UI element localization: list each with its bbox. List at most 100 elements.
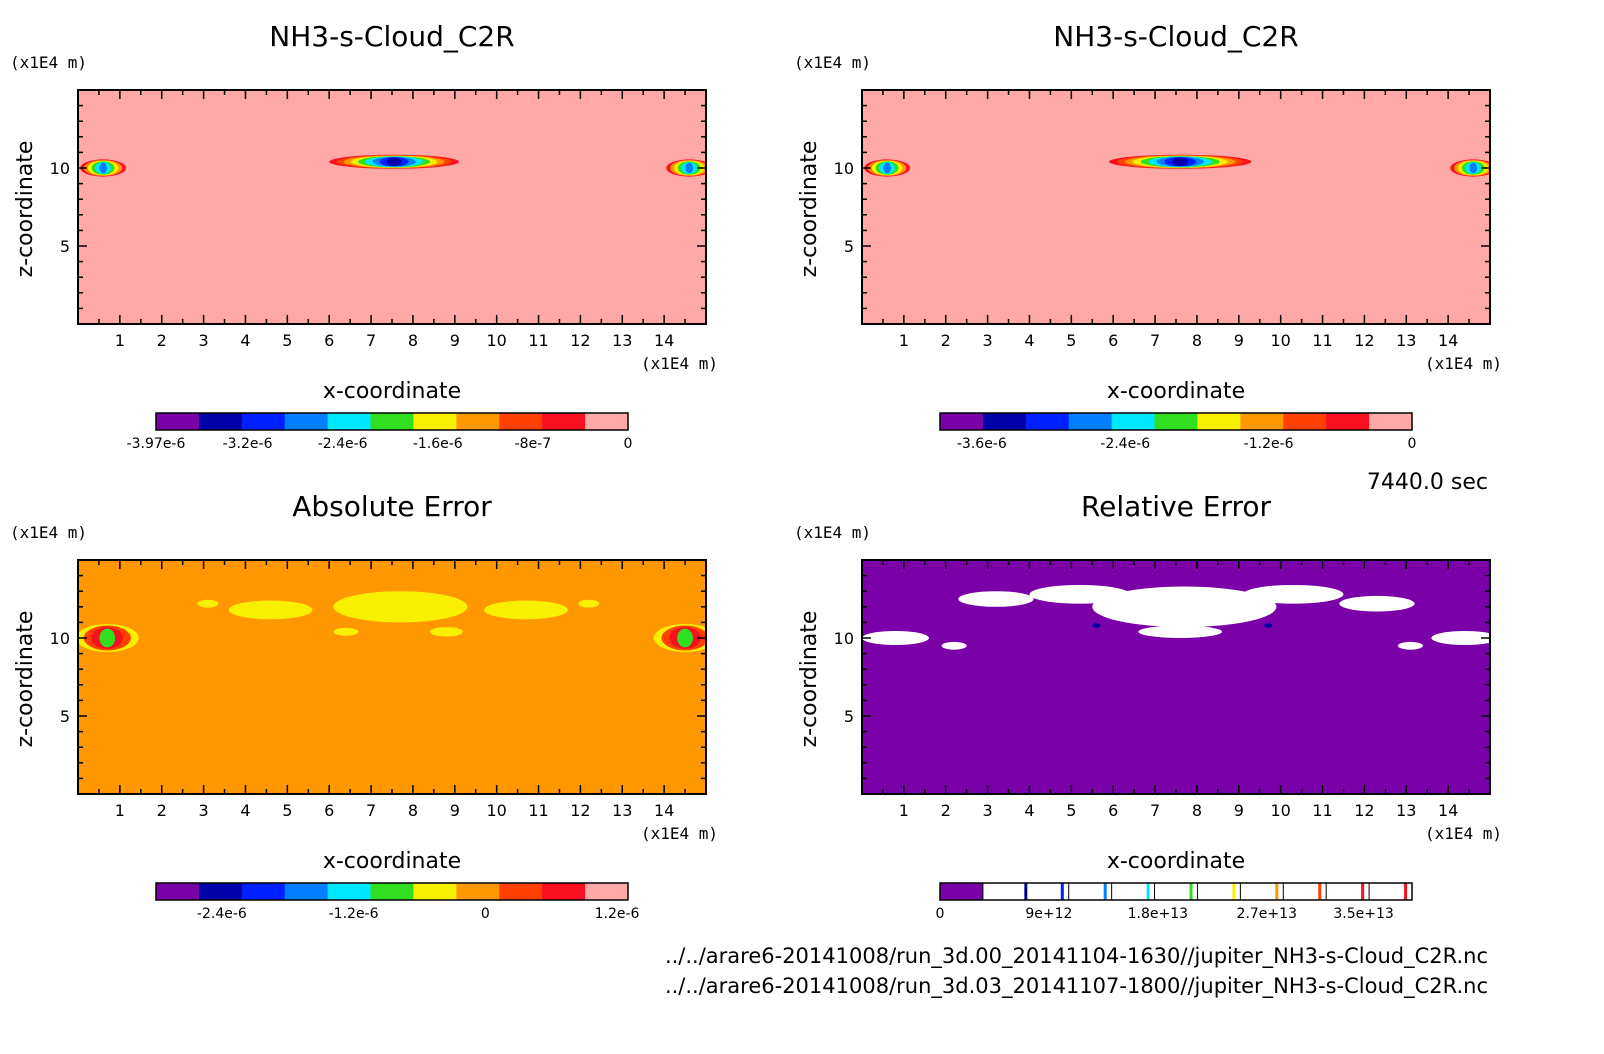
x-axis-label: x-coordinate xyxy=(1107,379,1245,404)
contour-patch-9 xyxy=(1397,641,1424,650)
colorbar-label: -3.2e-6 xyxy=(223,436,273,452)
colorbar-segment xyxy=(284,883,329,900)
x-unit-label: (x1E4 m) xyxy=(641,824,718,843)
chart-panel-2: NH3-s-Cloud_C2R(x1E4 m)1 2 3 4 5 6 7 8 9 10 11 12 13… xyxy=(794,20,1502,452)
x-tick-label: 13 xyxy=(1396,331,1416,350)
y-tick-label: 5 xyxy=(60,237,70,256)
x-tick-label: 8 xyxy=(408,801,418,820)
x-tick-label: 11 xyxy=(1312,801,1332,820)
x-tick-label: 5 xyxy=(282,331,292,350)
colorbar-frame xyxy=(939,882,1413,901)
colorbar-segment xyxy=(1154,883,1198,900)
colorbar-segment xyxy=(370,413,414,430)
colorbar-segment xyxy=(284,413,329,430)
colorbar-segment xyxy=(1369,883,1413,900)
contour-band-1-9 xyxy=(386,157,402,166)
x-tick-label: 10 xyxy=(1270,801,1290,820)
colorbar-segment xyxy=(327,883,372,900)
colorbar-label: -8e-7 xyxy=(515,436,552,452)
x-axis-label: x-coordinate xyxy=(323,849,461,874)
colorbar: 0 9e+12 1.8e+13 2.7e+13 3.5e+13 xyxy=(936,882,1413,922)
colorbar-segment xyxy=(1068,413,1113,430)
x-axis-label: x-coordinate xyxy=(323,379,461,404)
x-tick-label: 14 xyxy=(654,801,674,820)
y-axis-label: z-coordinate xyxy=(797,611,822,748)
colorbar-label: -1.2e-6 xyxy=(329,906,379,922)
contour-patch-2 xyxy=(228,600,313,620)
contour-patch-6 xyxy=(1339,595,1415,612)
x-tick-label: 11 xyxy=(528,331,548,350)
colorbar-segment xyxy=(1283,413,1327,430)
colorbar-frame xyxy=(155,412,629,431)
y-tick-label: 10 xyxy=(50,629,70,648)
chart-title: NH3-s-Cloud_C2R xyxy=(1053,20,1298,53)
colorbar-segment xyxy=(456,883,500,900)
x-tick-label: 8 xyxy=(1192,801,1202,820)
x-tick-label: 12 xyxy=(570,801,590,820)
x-tick-label: 8 xyxy=(1192,331,1202,350)
file-path-1: ../../arare6-20141008/run_3d.00_20141104… xyxy=(665,944,1488,969)
colorbar-segment xyxy=(499,413,543,430)
colorbar-label: -2.4e-6 xyxy=(1100,436,1150,452)
colorbar-label: -3.6e-6 xyxy=(957,436,1007,452)
colorbar-segment xyxy=(241,883,286,900)
colorbar-segment xyxy=(542,883,586,900)
chart-title: Absolute Error xyxy=(292,490,492,523)
x-unit-label: (x1E4 m) xyxy=(1425,824,1502,843)
x-tick-label: 7 xyxy=(1150,331,1160,350)
colorbar-segment xyxy=(456,413,500,430)
x-tick-label: 11 xyxy=(528,801,548,820)
y-unit-label: (x1E4 m) xyxy=(10,53,87,72)
contour-band-3-6 xyxy=(685,162,694,174)
colorbar-label: 0 xyxy=(624,436,633,452)
x-tick-label: 7 xyxy=(366,801,376,820)
y-unit-label: (x1E4 m) xyxy=(794,523,871,542)
colorbar-label: 0 xyxy=(1408,436,1417,452)
field-features xyxy=(862,584,1490,650)
x-tick-label: 3 xyxy=(983,331,993,350)
chart-panel-1: NH3-s-Cloud_C2R(x1E4 m)1 2 3 4 5 6 7 8 9 10 11 12 13… xyxy=(10,20,718,452)
colorbar-segment xyxy=(198,413,243,430)
colorbar-label: 2.7e+13 xyxy=(1237,906,1297,922)
x-tick-label: 4 xyxy=(1024,801,1034,820)
colorbar-segment xyxy=(982,413,1027,430)
x-tick-label: 10 xyxy=(486,801,506,820)
contour-patch-7 xyxy=(333,627,359,636)
colorbar-segment xyxy=(499,883,543,900)
x-tick-label: 9 xyxy=(450,801,460,820)
y-tick-label: 10 xyxy=(834,159,854,178)
x-tick-label: 7 xyxy=(366,331,376,350)
contour-band-1-9 xyxy=(1172,157,1189,166)
x-tick-label: 2 xyxy=(941,331,951,350)
x-tick-label: 9 xyxy=(450,331,460,350)
colorbar: -3.6e-6 -2.4e-6 -1.2e-6 0 xyxy=(939,412,1417,452)
x-unit-label: (x1E4 m) xyxy=(641,354,718,373)
x-tick-label: 5 xyxy=(1066,331,1076,350)
x-tick-label: 14 xyxy=(1438,331,1458,350)
y-unit-label: (x1E4 m) xyxy=(794,53,871,72)
colorbar-segment xyxy=(585,413,629,430)
colorbar-segment xyxy=(413,883,457,900)
colorbar-segment xyxy=(156,413,200,430)
contour-patch-3 xyxy=(1092,586,1277,628)
field-features xyxy=(78,591,706,653)
x-tick-label: 5 xyxy=(282,801,292,820)
contour-band-9-4 xyxy=(677,628,693,648)
colorbar-segment xyxy=(1111,883,1156,900)
colorbar-segment xyxy=(542,413,586,430)
colorbar-label: -1.6e-6 xyxy=(413,436,463,452)
chart-title: NH3-s-Cloud_C2R xyxy=(269,20,514,53)
contour-band-2-6 xyxy=(883,162,891,174)
x-tick-label: 9 xyxy=(1234,331,1244,350)
colorbar-segment xyxy=(413,413,457,430)
x-tick-label: 13 xyxy=(612,801,632,820)
plot-area xyxy=(78,90,706,324)
colorbar-label: 9e+12 xyxy=(1025,906,1072,922)
colorbar-segment xyxy=(940,413,984,430)
x-tick-label: 3 xyxy=(199,801,209,820)
x-tick-label: 9 xyxy=(1234,801,1244,820)
x-tick-label: 6 xyxy=(324,331,334,350)
contour-patch-5 xyxy=(578,599,600,608)
y-tick-label: 5 xyxy=(844,707,854,726)
